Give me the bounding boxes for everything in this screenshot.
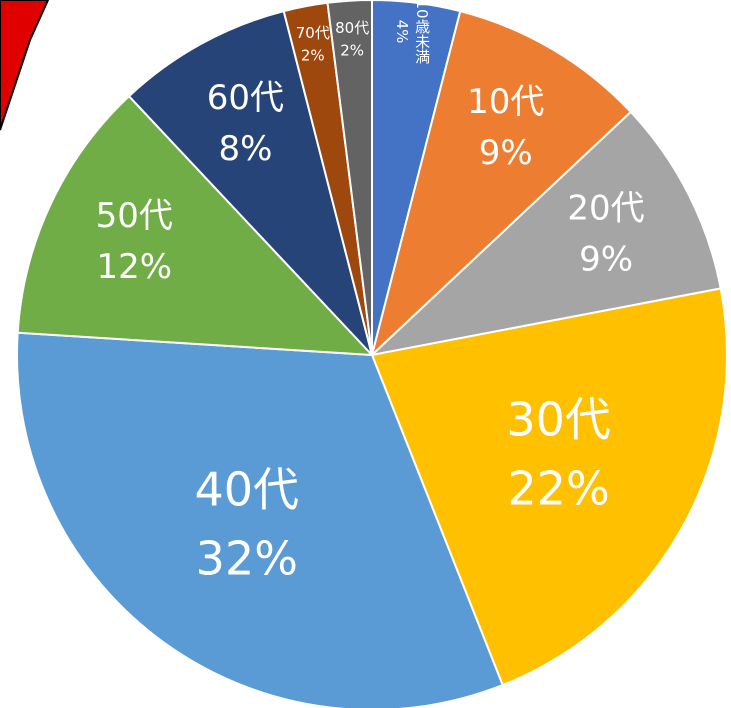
- slice-value-label: 22%: [508, 462, 610, 516]
- slice-label: 70代: [296, 24, 330, 42]
- slice-label: 50代: [96, 196, 173, 236]
- slice-label: 20代: [567, 189, 644, 229]
- pie-slice: [370, 287, 728, 687]
- slice-value-label: 8%: [218, 129, 272, 169]
- slice-value-label: 32%: [196, 531, 298, 585]
- slice-value-label: 2%: [301, 46, 325, 64]
- pie-slice: [326, 0, 373, 356]
- slice-label: 10代: [467, 82, 544, 122]
- slice-value-label: 2%: [340, 41, 364, 59]
- slice-value-label: 4%: [393, 20, 411, 44]
- slice-label: 80代: [335, 19, 369, 37]
- slice-value-label: 9%: [479, 133, 533, 173]
- slice-value-label: 12%: [97, 247, 173, 287]
- pie-slice: [127, 9, 373, 356]
- pie-slice: [16, 94, 375, 357]
- slice-label: 10歳未満: [413, 0, 431, 64]
- slice-label: 40代: [195, 462, 300, 516]
- pie-slice: [16, 331, 504, 708]
- slice-value-label: 9%: [579, 240, 633, 280]
- pie: [16, 0, 728, 708]
- slice-label: 60代: [207, 78, 284, 118]
- decoration: [0, 0, 50, 131]
- slice-label: 30代: [506, 393, 611, 447]
- pie-slice: [368, 110, 722, 357]
- pie-slice: [370, 9, 633, 359]
